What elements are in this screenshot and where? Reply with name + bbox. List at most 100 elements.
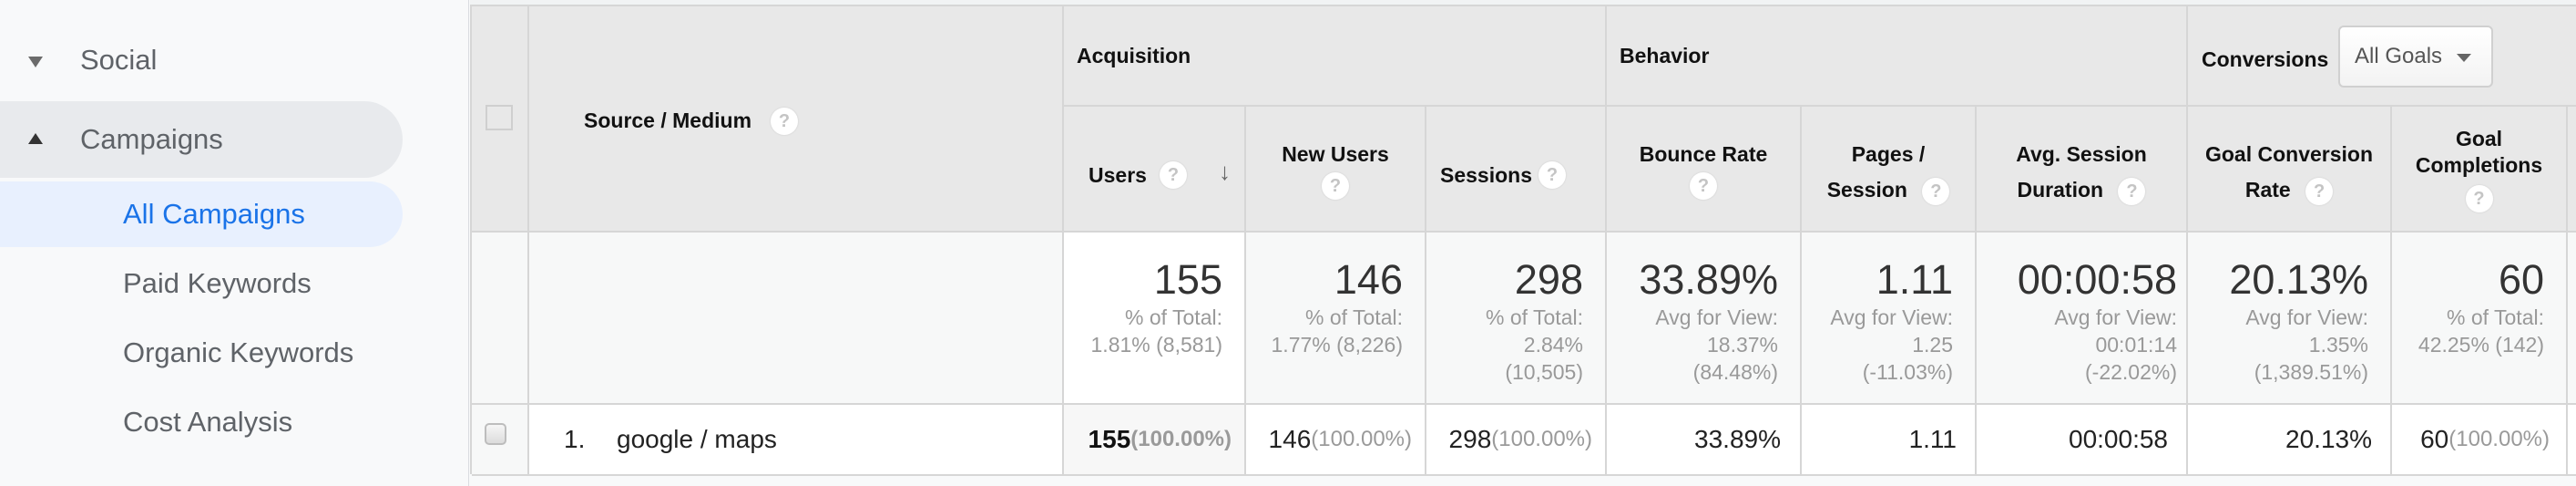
summary-value: 33.89% <box>1639 256 1778 303</box>
report-table: Source / Medium ? Acquisition Behavior C… <box>470 5 2576 476</box>
summary-value: 146 <box>1334 256 1403 303</box>
summary-value: 60 <box>2498 256 2544 303</box>
help-icon[interactable]: ? <box>1922 177 1950 205</box>
row-cell-pages-session: 1.11 <box>1802 405 1977 476</box>
column-header-goal-conversion-rate[interactable]: Goal Conversion Rate ? <box>2188 107 2392 233</box>
header-overflow-cell <box>2568 107 2576 233</box>
group-label: Acquisition <box>1077 44 1191 67</box>
cell-percent: (100.00%) <box>1491 427 1592 451</box>
sidebar-item-all-campaigns[interactable]: All Campaigns <box>0 180 403 249</box>
summary-cell-goal-completions: 60 % of Total: 42.25% (142) <box>2392 233 2568 405</box>
goal-selector-dropdown[interactable]: All Goals <box>2338 26 2493 88</box>
cell-value: 60 <box>2420 425 2449 453</box>
column-label: Goal Conversion <box>2204 142 2374 166</box>
cell-percent: (100.00%) <box>1311 427 1412 451</box>
summary-subtext: % of Total: 1.77% (8,226) <box>1271 305 1403 357</box>
column-header-pages-session[interactable]: Pages / Session ? <box>1802 107 1977 233</box>
nav-highlight-all-campaigns <box>0 181 403 247</box>
select-all-checkbox[interactable] <box>486 105 513 130</box>
summary-cell-goal-conversion-rate: 20.13% Avg for View: 1.35% (1,389.51%) <box>2188 233 2392 405</box>
column-header-sessions[interactable]: Sessions ? <box>1426 107 1607 233</box>
summary-value: 1.11 <box>1876 256 1953 303</box>
sidebar-item-label: Cost Analysis <box>123 406 293 438</box>
help-icon[interactable]: ? <box>2305 177 2334 205</box>
row-overflow-cell <box>2568 405 2576 476</box>
row-index: 1. <box>564 425 586 453</box>
column-label-line2: Duration ? <box>1977 177 2186 205</box>
help-icon[interactable]: ? <box>1160 161 1187 189</box>
sidebar-item-label: Social <box>80 44 158 76</box>
column-label: New Users <box>1282 142 1389 166</box>
summary-select-cell <box>472 233 529 405</box>
summary-subtext: % of Total: 2.84% (10,505) <box>1486 305 1583 384</box>
help-icon[interactable]: ? <box>1322 172 1349 200</box>
help-icon[interactable]: ? <box>1538 161 1566 189</box>
summary-value: 20.13% <box>2229 256 2368 303</box>
table-row-dimension: 1. google / maps <box>529 405 1064 476</box>
sidebar-nav: Social Campaigns All Campaigns Paid Keyw… <box>0 0 469 486</box>
sidebar-item-social[interactable]: Social <box>0 26 403 95</box>
sidebar-item-label: Campaigns <box>80 123 223 155</box>
cell-value: 298 <box>1448 425 1492 453</box>
summary-dimension-cell <box>529 233 1064 405</box>
column-label: Sessions <box>1440 163 1532 187</box>
sidebar-item-organic-keywords[interactable]: Organic Keywords <box>0 318 403 388</box>
cell-value: 146 <box>1268 425 1312 453</box>
sort-descending-icon[interactable]: ↓ <box>1219 158 1231 185</box>
column-header-users[interactable]: Users ? ↓ <box>1064 107 1246 233</box>
sidebar-item-label: Paid Keywords <box>123 267 312 299</box>
cell-value: 33.89% <box>1694 425 1781 453</box>
summary-subtext: % of Total: 42.25% (142) <box>2418 305 2544 357</box>
sidebar-item-cost-analysis[interactable]: Cost Analysis <box>0 388 403 457</box>
dimension-header-label: Source / Medium <box>584 109 752 132</box>
help-icon[interactable]: ? <box>1690 172 1717 200</box>
summary-cell-new-users: 146 % of Total: 1.77% (8,226) <box>1246 233 1426 405</box>
triangle-down-icon <box>28 57 43 67</box>
row-cell-goal-completions: 60 (100.00%) <box>2392 405 2568 476</box>
summary-cell-avg-session-duration: 00:00:58 Avg for View: 00:01:14 (-22.02%… <box>1977 233 2188 405</box>
help-icon[interactable]: ? <box>2118 177 2146 205</box>
row-cell-goal-conversion-rate: 20.13% <box>2188 405 2392 476</box>
cell-value: 1.11 <box>1908 425 1957 453</box>
column-label-text: Session <box>1826 178 1907 202</box>
summary-value: 155 <box>1153 256 1222 303</box>
row-select-cell <box>472 405 529 476</box>
row-checkbox[interactable] <box>485 423 506 445</box>
cell-value: 20.13% <box>2285 425 2372 453</box>
cell-percent: (100.00%) <box>2448 427 2550 451</box>
column-label: Avg. Session <box>2016 142 2147 166</box>
column-label-text: Rate <box>2244 178 2291 202</box>
column-label: Bounce Rate <box>1639 142 1768 166</box>
summary-value: 00:00:58 <box>2017 256 2177 303</box>
row-dimension-link[interactable]: google / maps <box>617 425 777 453</box>
column-header-bounce-rate[interactable]: Bounce Rate ? <box>1607 107 1802 233</box>
row-cell-users: 155 (100.00%) <box>1064 405 1246 476</box>
group-header-behavior: Behavior <box>1607 6 2188 107</box>
summary-cell-bounce-rate: 33.89% Avg for View: 18.37% (84.48%) <box>1607 233 1802 405</box>
summary-cell-sessions: 298 % of Total: 2.84% (10,505) <box>1426 233 1607 405</box>
goal-selector-value: All Goals <box>2355 44 2443 68</box>
header-select-cell <box>472 6 529 233</box>
sidebar-item-label: All Campaigns <box>123 198 305 230</box>
caret-down-icon <box>2457 54 2471 62</box>
row-cell-avg-session-duration: 00:00:58 <box>1977 405 2188 476</box>
group-label: Behavior <box>1620 44 1710 67</box>
top-strip <box>470 0 2576 5</box>
help-icon[interactable]: ? <box>2465 185 2493 212</box>
group-header-acquisition: Acquisition <box>1064 6 1607 107</box>
group-label: Conversions <box>2202 47 2329 71</box>
column-header-new-users[interactable]: New Users ? <box>1246 107 1426 233</box>
triangle-up-icon <box>28 133 43 144</box>
sidebar-item-label: Organic Keywords <box>123 336 354 368</box>
row-cell-sessions: 298 (100.00%) <box>1426 405 1607 476</box>
sidebar-item-campaigns[interactable]: Campaigns <box>0 105 403 174</box>
header-dimension-cell[interactable]: Source / Medium ? <box>529 6 1064 233</box>
summary-subtext: Avg for View: 18.37% (84.48%) <box>1655 305 1778 384</box>
summary-subtext: Avg for View: 1.35% (1,389.51%) <box>2245 305 2368 384</box>
summary-subtext: % of Total: 1.81% (8,581) <box>1090 305 1222 357</box>
column-label-line2: Completions <box>2415 153 2543 177</box>
column-header-avg-session-duration[interactable]: Avg. Session Duration ? <box>1977 107 2188 233</box>
help-icon[interactable]: ? <box>771 108 798 135</box>
column-header-goal-completions[interactable]: Goal Completions ? <box>2392 107 2568 233</box>
sidebar-item-paid-keywords[interactable]: Paid Keywords <box>0 249 403 318</box>
